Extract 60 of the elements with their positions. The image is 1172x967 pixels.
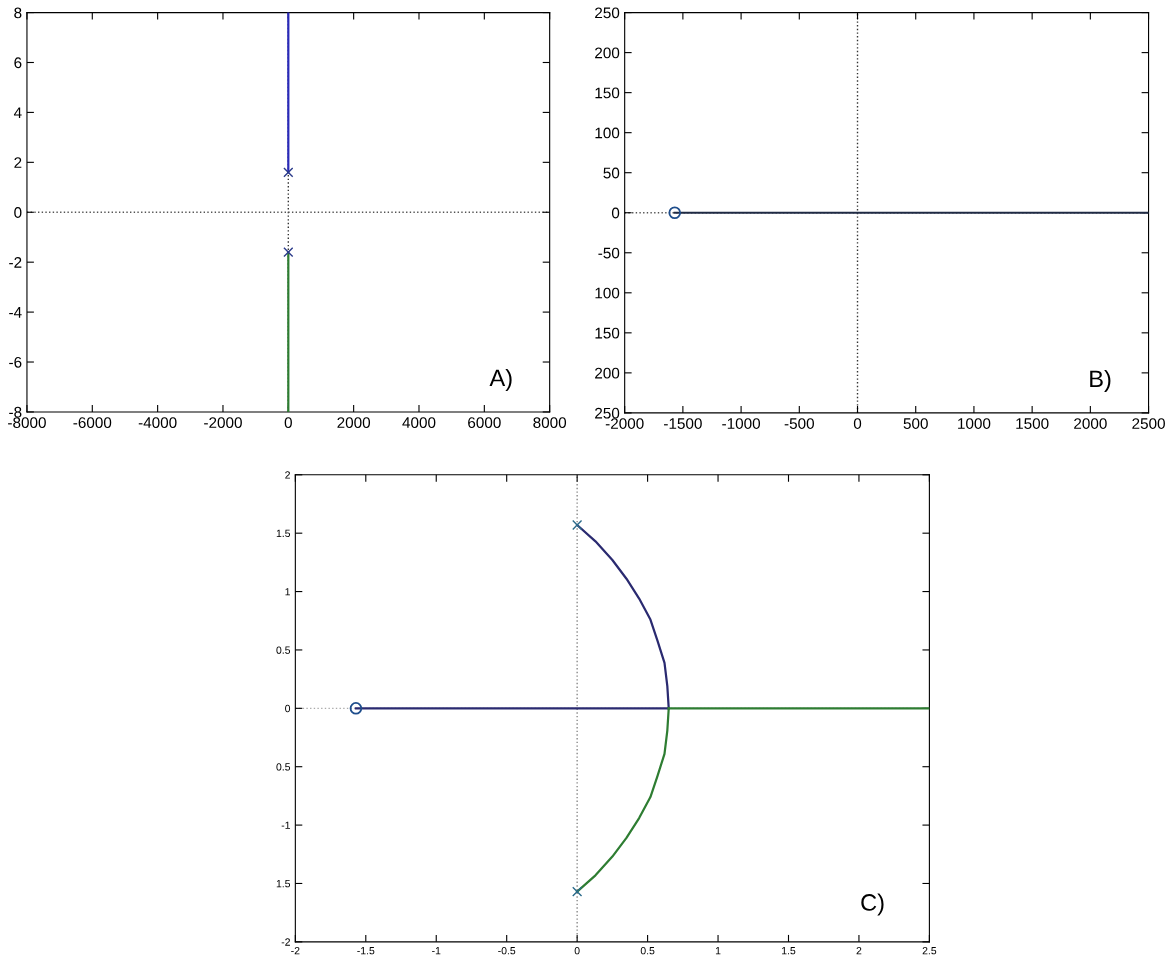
- y-tick-label: 1.5: [276, 529, 291, 538]
- y-tick-label: -2: [281, 938, 290, 946]
- x-tick-label: 1500: [1016, 418, 1049, 429]
- x-tick-label: 500: [903, 418, 928, 429]
- x-tick-label: 0: [853, 418, 862, 429]
- x-tick-label: 0: [574, 946, 580, 955]
- y-tick-label: 4: [13, 107, 22, 118]
- y-tick-label: 2: [285, 471, 290, 479]
- y-tick-label: 150: [595, 327, 620, 339]
- x-tick-label: 2000: [337, 417, 371, 429]
- x-tick-label: -6000: [73, 417, 112, 429]
- y-tick-label: 6: [14, 57, 22, 69]
- y-tick-label: -4: [9, 307, 22, 318]
- y-tick-label: 100: [595, 287, 620, 299]
- y-tick-label: 0.5: [276, 763, 291, 771]
- annotation: B): [1090, 369, 1111, 392]
- x-tick-label: 1: [715, 947, 721, 955]
- y-tick-label: 250: [595, 7, 620, 19]
- x-tick-label: -2000: [605, 418, 644, 429]
- y-tick-label: -2: [9, 257, 22, 268]
- y-tick-label: 250: [595, 407, 620, 419]
- y-tick-label: 200: [595, 367, 620, 379]
- x-tick-label: 2000: [1074, 418, 1107, 429]
- y-tick-label: 0: [611, 207, 620, 219]
- y-tick-label: -6: [9, 356, 22, 368]
- y-tick-label: 0: [285, 704, 291, 713]
- x-tick-label: -8000: [8, 417, 46, 429]
- x-tick-label: 2.5: [922, 946, 937, 955]
- x-tick-label: -1: [432, 947, 441, 955]
- x-tick-label: 1.5: [782, 947, 796, 955]
- x-tick-label: 2500: [1132, 418, 1165, 429]
- x-tick-label: 4000: [402, 417, 436, 429]
- x-tick-label: 2: [856, 946, 862, 955]
- y-tick-label: 100: [595, 127, 620, 139]
- x-tick-label: -2000: [204, 417, 242, 429]
- annotation: C): [861, 893, 884, 916]
- x-tick-label: -1000: [722, 418, 761, 429]
- x-tick-label: -2: [291, 946, 300, 955]
- y-tick-label: 1.5: [276, 880, 291, 888]
- y-tick-label: 0: [14, 207, 22, 218]
- y-tick-label: -8: [9, 406, 22, 418]
- x-tick-label: -1500: [664, 418, 702, 429]
- annotation: A): [489, 368, 512, 391]
- x-tick-label: -4000: [138, 417, 177, 429]
- y-tick-label: 200: [595, 47, 620, 59]
- y-tick-label: 50: [603, 167, 620, 179]
- x-tick-label: -1.5: [357, 947, 375, 955]
- y-tick-label: 8: [14, 7, 22, 19]
- x-tick-label: 1000: [958, 418, 991, 429]
- x-tick-label: 6000: [468, 417, 501, 429]
- y-tick-label: 2: [14, 157, 22, 168]
- y-tick-label: 0.5: [276, 646, 291, 654]
- x-tick-label: 8000: [533, 417, 567, 429]
- y-tick-label: -50: [598, 247, 620, 259]
- x-tick-label: 0.5: [640, 946, 655, 955]
- y-tick-label: 1: [285, 588, 290, 596]
- x-tick-label: -0.5: [498, 946, 516, 955]
- y-tick-label: 150: [595, 87, 620, 99]
- x-tick-label: -500: [784, 418, 814, 429]
- y-tick-label: -1: [281, 821, 290, 829]
